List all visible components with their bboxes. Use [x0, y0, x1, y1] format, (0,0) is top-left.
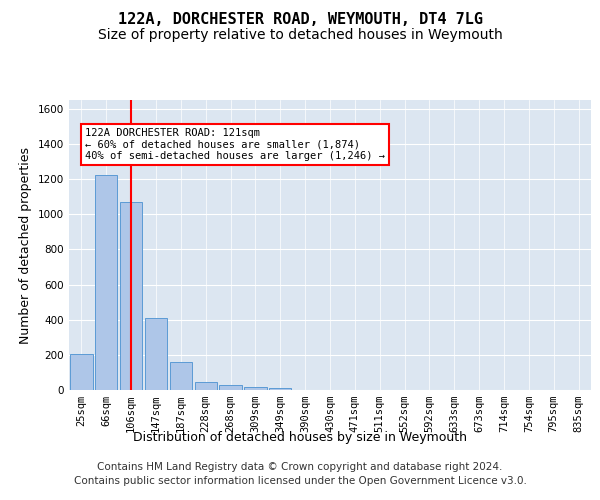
- Bar: [145, 318, 167, 390]
- Bar: [269, 388, 292, 390]
- Text: 122A, DORCHESTER ROAD, WEYMOUTH, DT4 7LG: 122A, DORCHESTER ROAD, WEYMOUTH, DT4 7LG: [118, 12, 482, 28]
- Y-axis label: Number of detached properties: Number of detached properties: [19, 146, 32, 344]
- Bar: [120, 202, 142, 390]
- Text: Size of property relative to detached houses in Weymouth: Size of property relative to detached ho…: [98, 28, 502, 42]
- Bar: [70, 354, 92, 390]
- Text: Contains HM Land Registry data © Crown copyright and database right 2024.: Contains HM Land Registry data © Crown c…: [97, 462, 503, 472]
- Bar: [170, 362, 192, 390]
- Bar: [220, 385, 242, 390]
- Bar: [95, 174, 118, 390]
- Bar: [194, 382, 217, 390]
- Bar: [244, 387, 266, 390]
- Text: Contains public sector information licensed under the Open Government Licence v3: Contains public sector information licen…: [74, 476, 526, 486]
- Text: Distribution of detached houses by size in Weymouth: Distribution of detached houses by size …: [133, 431, 467, 444]
- Text: 122A DORCHESTER ROAD: 121sqm
← 60% of detached houses are smaller (1,874)
40% of: 122A DORCHESTER ROAD: 121sqm ← 60% of de…: [85, 128, 385, 162]
